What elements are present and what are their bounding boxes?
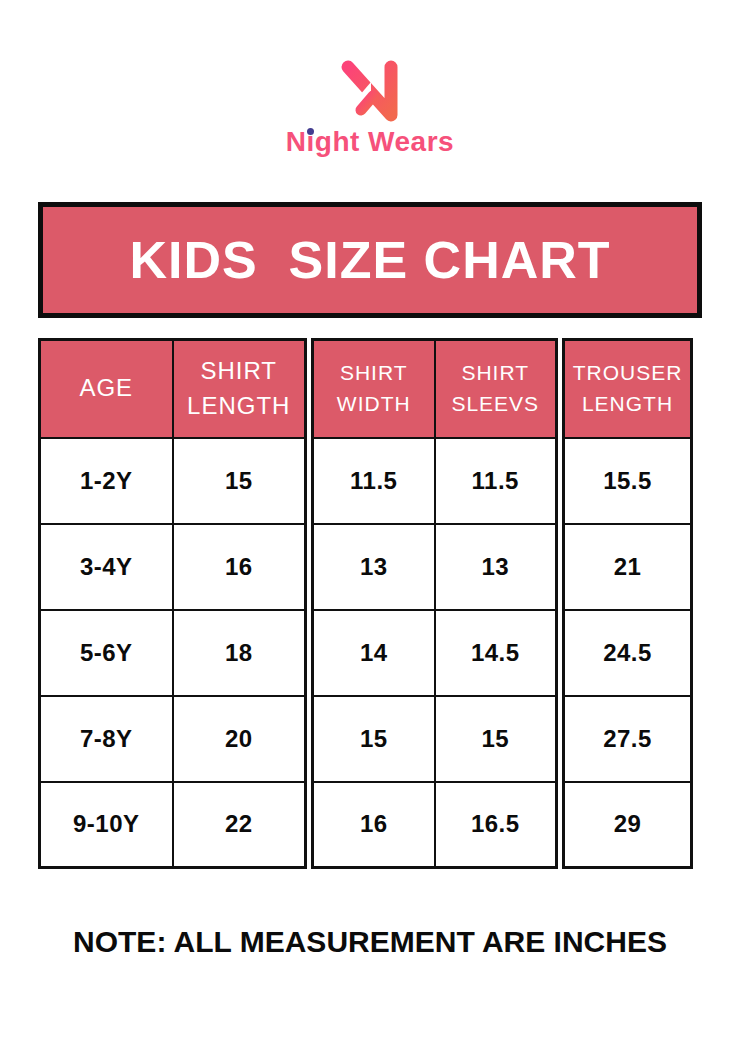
table-row: 21 [564, 524, 692, 610]
cell-shirt-width: 14 [313, 610, 435, 696]
cell-age: 3-4Y [40, 524, 173, 610]
col-header-shirt-sleevs: SHIRT SLEEVS [435, 340, 557, 438]
brand-i-dot [307, 128, 314, 135]
table-header-row: TROUSER LENGTH [564, 340, 692, 438]
nw-monogram-icon [334, 58, 406, 124]
table-row: 27.5 [564, 696, 692, 782]
table-header-row: AGE SHIRT LENGTH [40, 340, 306, 438]
brand-name: Night Wears [286, 126, 454, 158]
table-row: 7-8Y 20 [40, 696, 306, 782]
table-row: 16 16.5 [313, 782, 557, 868]
cell-trouser-length: 29 [564, 782, 692, 868]
cell-trouser-length: 21 [564, 524, 692, 610]
cell-shirt-sleevs: 14.5 [435, 610, 557, 696]
col-header-shirt-length: SHIRT LENGTH [173, 340, 306, 438]
cell-shirt-width: 11.5 [313, 438, 435, 524]
title-banner: KIDS SIZE CHART [38, 202, 702, 318]
table-row: 13 13 [313, 524, 557, 610]
cell-shirt-length: 16 [173, 524, 306, 610]
size-table-group-3: TROUSER LENGTH 15.5 21 24.5 27.5 29 [562, 338, 693, 869]
size-chart-page: Night Wears KIDS SIZE CHART AGE SHIRT LE… [0, 0, 740, 1047]
table-row: 14 14.5 [313, 610, 557, 696]
brand-logo: Night Wears [0, 0, 740, 158]
table-row: 5-6Y 18 [40, 610, 306, 696]
table-row: 24.5 [564, 610, 692, 696]
table-row: 29 [564, 782, 692, 868]
cell-shirt-sleevs: 16.5 [435, 782, 557, 868]
cell-age: 1-2Y [40, 438, 173, 524]
col-header-shirt-width: SHIRT WIDTH [313, 340, 435, 438]
page-title: KIDS SIZE CHART [129, 230, 610, 290]
table-header-row: SHIRT WIDTH SHIRT SLEEVS [313, 340, 557, 438]
col-header-age: AGE [40, 340, 173, 438]
cell-trouser-length: 24.5 [564, 610, 692, 696]
cell-age: 5-6Y [40, 610, 173, 696]
cell-shirt-length: 15 [173, 438, 306, 524]
table-row: 3-4Y 16 [40, 524, 306, 610]
cell-shirt-length: 20 [173, 696, 306, 782]
cell-shirt-sleevs: 13 [435, 524, 557, 610]
size-table: AGE SHIRT LENGTH 1-2Y 15 3-4Y 16 5-6Y 18… [38, 338, 702, 869]
cell-shirt-width: 16 [313, 782, 435, 868]
size-table-group-1: AGE SHIRT LENGTH 1-2Y 15 3-4Y 16 5-6Y 18… [38, 338, 307, 869]
measurement-note: NOTE: ALL MEASUREMENT ARE INCHES [0, 925, 740, 959]
cell-trouser-length: 27.5 [564, 696, 692, 782]
cell-shirt-length: 18 [173, 610, 306, 696]
cell-trouser-length: 15.5 [564, 438, 692, 524]
table-row: 15 15 [313, 696, 557, 782]
table-row: 9-10Y 22 [40, 782, 306, 868]
cell-shirt-width: 13 [313, 524, 435, 610]
cell-shirt-length: 22 [173, 782, 306, 868]
cell-age: 9-10Y [40, 782, 173, 868]
table-row: 1-2Y 15 [40, 438, 306, 524]
cell-shirt-sleevs: 11.5 [435, 438, 557, 524]
table-row: 11.5 11.5 [313, 438, 557, 524]
cell-shirt-width: 15 [313, 696, 435, 782]
col-header-trouser-length: TROUSER LENGTH [564, 340, 692, 438]
table-row: 15.5 [564, 438, 692, 524]
cell-age: 7-8Y [40, 696, 173, 782]
cell-shirt-sleevs: 15 [435, 696, 557, 782]
size-table-group-2: SHIRT WIDTH SHIRT SLEEVS 11.5 11.5 13 13… [311, 338, 558, 869]
